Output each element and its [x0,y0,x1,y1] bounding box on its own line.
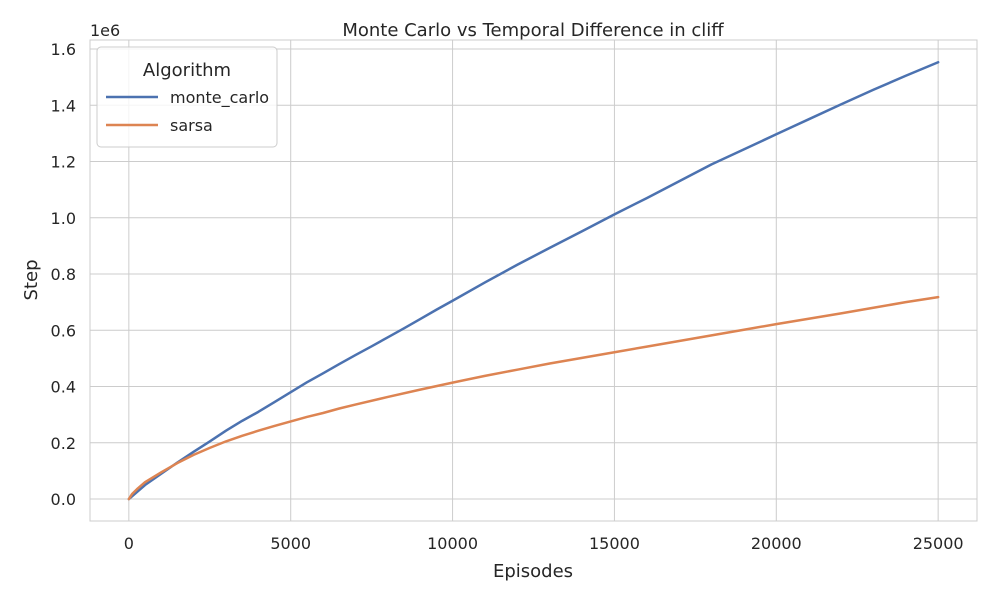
x-axis-label: Episodes [493,561,573,582]
plot-area-frame [89,39,978,522]
x-tick-label: 25000 [913,534,964,553]
legend-label-sarsa: sarsa [170,116,213,135]
x-tick-label: 10000 [427,534,478,553]
x-axis-ticks: 0 5000 10000 15000 20000 25000 [124,534,964,553]
y-tick-label: 1.4 [51,96,76,115]
grid-lines [90,40,977,521]
y-tick-label: 1.2 [51,153,76,172]
y-tick-label: 1.6 [51,40,76,59]
series-line-sarsa [127,295,940,501]
x-tick-label: 5000 [270,534,311,553]
y-axis-ticks: 0.0 0.2 0.4 0.6 0.8 1.0 1.2 1.4 1.6 [51,40,76,509]
legend-label-monte-carlo: monte_carlo [170,88,269,108]
chart-title: Monte Carlo vs Temporal Difference in cl… [342,20,724,41]
y-tick-label: 0.6 [51,321,76,340]
y-offset-label: 1e6 [90,21,120,40]
legend-title: Algorithm [143,60,231,81]
y-tick-label: 0.8 [51,265,76,284]
legend-box [96,46,278,148]
series-lines [127,60,940,501]
series-line-monte-carlo [127,60,940,501]
y-tick-label: 0.2 [51,434,76,453]
y-tick-label: 0.4 [51,378,76,397]
y-tick-label: 1.0 [51,209,76,228]
y-axis-label: Step [21,260,42,301]
y-tick-label: 0.0 [51,490,76,509]
x-tick-label: 15000 [589,534,640,553]
legend: Algorithm monte_carlo sarsa [96,46,278,148]
x-tick-label: 0 [124,534,134,553]
x-tick-label: 20000 [751,534,802,553]
